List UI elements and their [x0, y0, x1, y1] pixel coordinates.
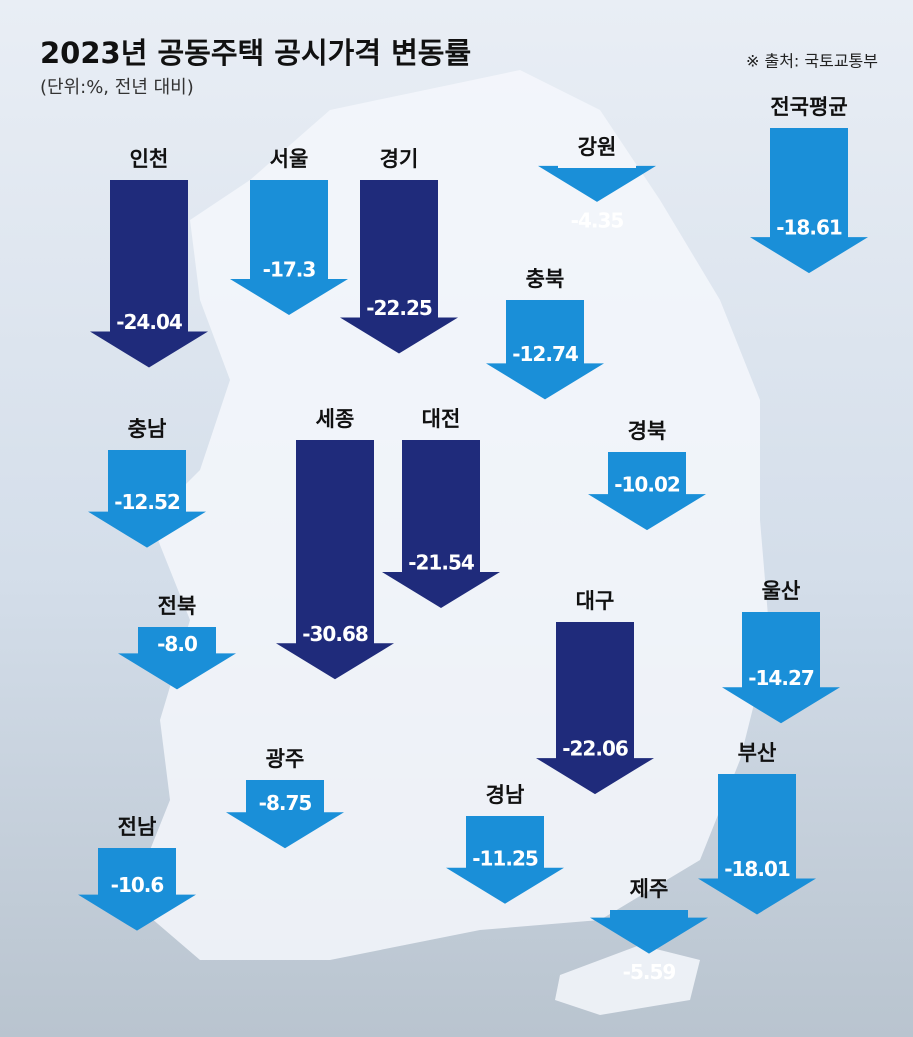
region-name: 전북	[158, 594, 197, 618]
source: ※ 출처: 국토교통부	[746, 52, 878, 71]
arrow	[90, 180, 208, 368]
value-label: -18.01	[724, 857, 790, 881]
region-name: 울산	[762, 579, 801, 603]
value-label: -18.61	[776, 216, 842, 240]
arrow	[88, 450, 206, 548]
region-name: 부산	[738, 741, 777, 765]
arrow	[538, 165, 656, 202]
region-name: 경기	[380, 147, 419, 171]
subtitle: (단위:%, 전년 대비)	[40, 77, 194, 98]
region-name: 전남	[118, 815, 157, 839]
value-label: -21.54	[408, 551, 474, 575]
arrow	[722, 612, 840, 724]
value-label: -30.68	[302, 622, 368, 646]
value-label: -22.06	[562, 737, 628, 761]
arrow	[226, 780, 344, 849]
region-name: 세종	[316, 407, 355, 431]
region-name: 경북	[628, 419, 667, 443]
arrow	[340, 180, 458, 354]
value-label: -12.52	[114, 490, 180, 514]
value-label: -8.75	[259, 791, 312, 815]
region-name: 광주	[266, 747, 305, 771]
region-name: 제주	[630, 877, 669, 901]
value-label: -8.0	[157, 632, 197, 656]
value-label: -10.6	[111, 873, 164, 897]
region-name: 충남	[128, 417, 167, 441]
value-label: -10.02	[614, 473, 680, 497]
arrow	[698, 774, 816, 915]
region-name: 충북	[526, 267, 565, 291]
value-label: -22.25	[366, 296, 432, 320]
region-name: 강원	[578, 135, 617, 159]
region-name: 전국평균	[770, 95, 847, 119]
arrows: 인천 -24.04 서울 -17.3 경기 -22.25 강원 -4.35 전국평균 -18.61…	[78, 95, 868, 984]
arrow	[382, 440, 500, 609]
arrow	[230, 180, 348, 315]
arrow	[276, 440, 394, 680]
title: 2023년 공동주택 공시가격 변동률	[40, 36, 471, 70]
arrow	[446, 816, 564, 904]
region-name: 경남	[486, 783, 525, 807]
region-name: 인천	[130, 147, 169, 171]
region-name: 대구	[576, 589, 615, 613]
value-label: -4.35	[571, 208, 624, 232]
region-name: 서울	[270, 147, 309, 171]
value-label: -11.25	[472, 846, 538, 870]
value-label: -24.04	[116, 310, 182, 334]
arrow	[536, 622, 654, 795]
arrow	[588, 452, 706, 531]
value-label: -14.27	[748, 666, 814, 690]
value-label: -12.74	[512, 342, 578, 366]
arrow	[750, 128, 868, 274]
arrow	[118, 627, 236, 690]
jeju-shape	[555, 945, 700, 1015]
arrow	[590, 910, 708, 954]
value-label: -5.59	[623, 960, 676, 984]
arrow	[78, 848, 196, 931]
value-label: -17.3	[263, 257, 316, 281]
region-name: 대전	[422, 407, 461, 431]
arrow	[486, 300, 604, 400]
